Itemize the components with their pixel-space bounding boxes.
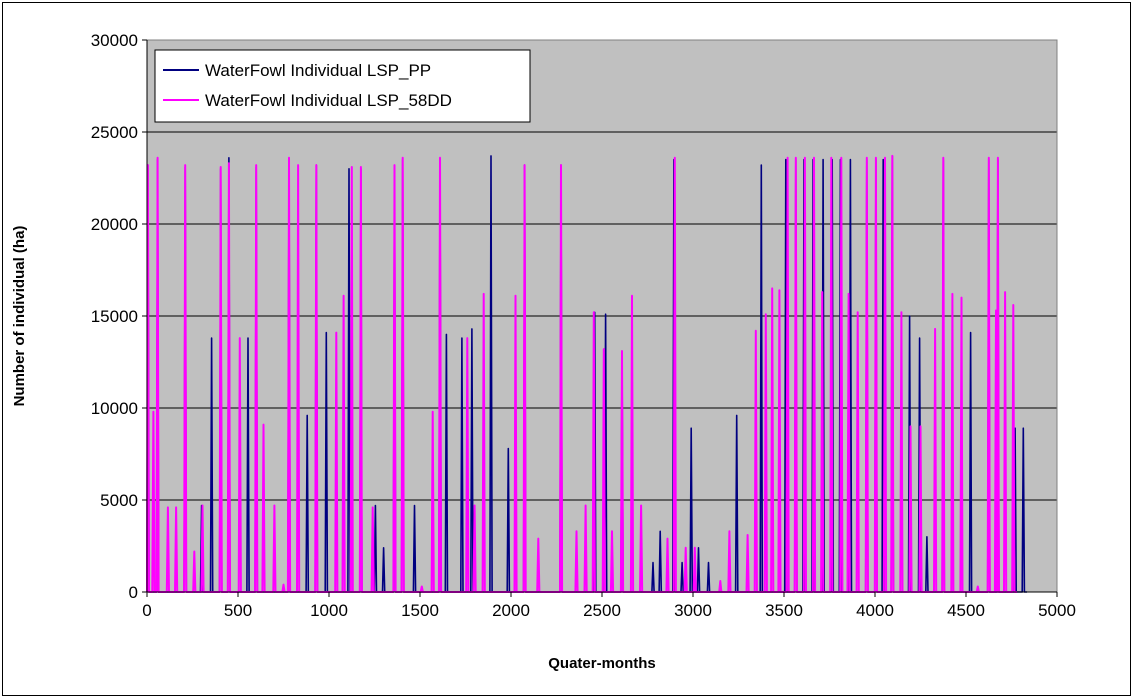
y-tick-label-6: 30000 [91,31,138,50]
x-tick-label-3: 1500 [401,601,439,620]
y-tick-label-0: 0 [129,583,138,602]
legend: WaterFowl Individual LSP_PP WaterFowl In… [154,49,531,123]
x-tick-label-7: 3500 [765,601,803,620]
legend-box [154,49,531,123]
legend-label-lsp-pp: WaterFowl Individual LSP_PP [205,61,431,80]
x-tick-label-5: 2500 [583,601,621,620]
x-tick-label-4: 2000 [492,601,530,620]
x-tick-label-9: 4500 [947,601,985,620]
y-tick-label-1: 5000 [100,491,138,510]
axes: 0 5000 10000 15000 20000 25000 30000 0 500 1000 15… [91,31,1076,620]
x-tick-label-1: 500 [224,601,252,620]
legend-label-lsp-58dd: WaterFowl Individual LSP_58DD [205,91,452,110]
y-axis-title: Number of individual (ha) [11,226,28,407]
x-tick-label-2: 1000 [310,601,348,620]
x-tick-label-10: 5000 [1038,601,1076,620]
x-tick-label-6: 3000 [674,601,712,620]
x-tick-label-8: 4000 [856,601,894,620]
y-tick-label-2: 10000 [91,399,138,418]
x-axis-title: Quater-months [548,655,656,672]
y-tick-label-5: 25000 [91,123,138,142]
x-tick-label-0: 0 [142,601,151,620]
y-tick-label-3: 15000 [91,307,138,326]
y-tick-label-4: 20000 [91,215,138,234]
